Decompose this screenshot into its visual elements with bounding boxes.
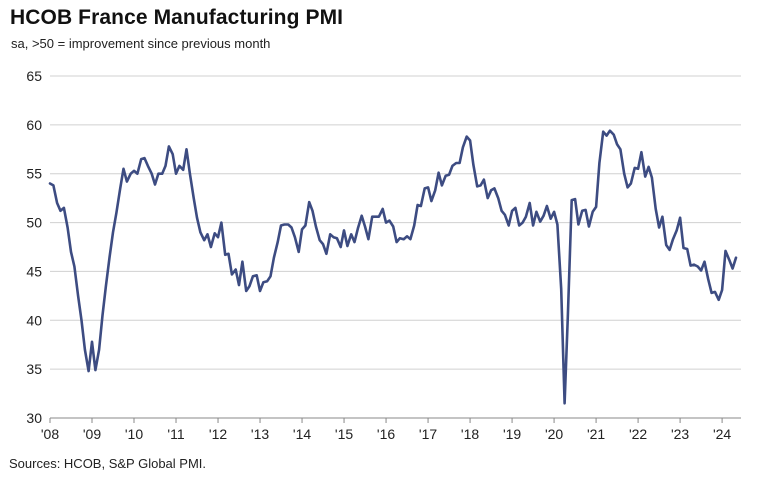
- x-tick-label: '13: [251, 426, 269, 442]
- x-tick-label: '16: [377, 426, 395, 442]
- x-tick-label: '24: [713, 426, 731, 442]
- y-tick-label: 35: [26, 361, 42, 377]
- y-tick-label: 55: [26, 166, 42, 182]
- x-tick-label: '15: [335, 426, 353, 442]
- chart-title: HCOB France Manufacturing PMI: [10, 6, 344, 29]
- x-tick-label: '14: [293, 426, 311, 442]
- y-tick-label: 45: [26, 263, 42, 279]
- series-lines: [48, 129, 738, 405]
- x-tick-label: '10: [125, 426, 143, 442]
- y-tick-label: 50: [26, 215, 42, 231]
- y-tick-label: 65: [26, 68, 42, 84]
- y-axis-ticks: 30 35 40 45 50 55 60 65: [26, 68, 42, 426]
- x-tick-label: '23: [671, 426, 689, 442]
- x-tick-label: '11: [167, 426, 184, 442]
- gridlines: [50, 75, 741, 370]
- x-tick-label: '20: [545, 426, 563, 442]
- x-axis: '08 '09 '10 '11 '12 '13 '14 '15 '16 '17 '18 '19 '20 '…: [41, 417, 741, 442]
- series-line-pmi: [48, 129, 738, 405]
- chart-subtitle: sa, >50 = improvement since previous mon…: [11, 36, 271, 51]
- x-tick-label: '12: [209, 426, 227, 442]
- x-tick-label: '22: [629, 426, 647, 442]
- y-tick-label: 40: [26, 312, 42, 328]
- x-tick-label: '08: [41, 426, 59, 442]
- x-tick-label: '17: [419, 426, 437, 442]
- x-tick-label: '19: [503, 426, 521, 442]
- x-tick-label: '18: [461, 426, 479, 442]
- source-note: Sources: HCOB, S&P Global PMI.: [9, 456, 206, 471]
- x-tick-label: '09: [83, 426, 101, 442]
- y-tick-label: 60: [26, 117, 42, 133]
- x-tick-label: '21: [587, 426, 605, 442]
- y-tick-label: 30: [26, 410, 42, 426]
